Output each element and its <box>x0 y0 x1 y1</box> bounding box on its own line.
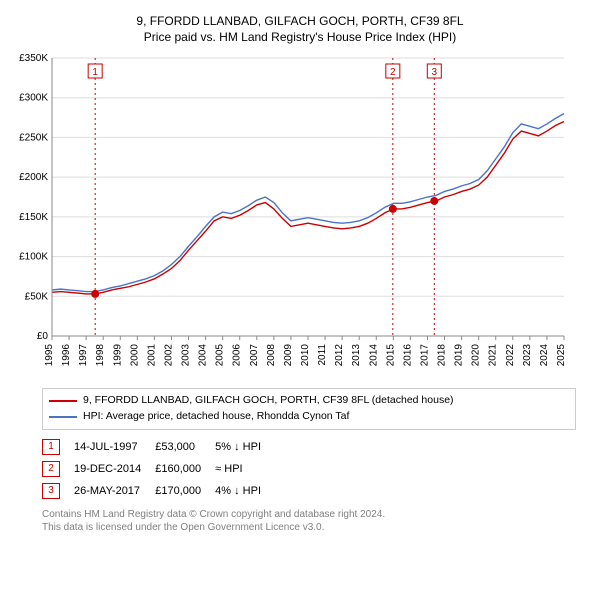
footer-line: This data is licensed under the Open Gov… <box>42 521 576 535</box>
svg-text:2003: 2003 <box>181 344 192 367</box>
svg-text:1: 1 <box>92 67 98 78</box>
svg-text:£300K: £300K <box>19 93 48 104</box>
svg-text:2006: 2006 <box>232 344 243 367</box>
footer-line: Contains HM Land Registry data © Crown c… <box>42 508 576 522</box>
svg-text:2001: 2001 <box>146 344 157 367</box>
svg-text:2004: 2004 <box>198 344 209 367</box>
tx-delta: 5% ↓ HPI <box>215 436 275 458</box>
svg-text:£200K: £200K <box>19 172 48 183</box>
tx-date: 14-JUL-1997 <box>74 436 155 458</box>
svg-text:2002: 2002 <box>163 344 174 367</box>
svg-text:£100K: £100K <box>19 252 48 263</box>
legend-label: 9, FFORDD LLANBAD, GILFACH GOCH, PORTH, … <box>83 393 454 409</box>
legend-swatch <box>49 400 77 402</box>
chart-title: 9, FFORDD LLANBAD, GILFACH GOCH, PORTH, … <box>12 14 588 28</box>
svg-text:2024: 2024 <box>539 344 550 367</box>
svg-text:2017: 2017 <box>419 344 430 367</box>
legend-item: 9, FFORDD LLANBAD, GILFACH GOCH, PORTH, … <box>49 393 569 409</box>
chart-legend: 9, FFORDD LLANBAD, GILFACH GOCH, PORTH, … <box>42 388 576 430</box>
table-row: 1 14-JUL-1997£53,0005% ↓ HPI <box>42 436 275 458</box>
marker-badge: 1 <box>42 439 60 455</box>
svg-text:£350K: £350K <box>19 53 48 64</box>
marker-badge: 2 <box>42 461 60 477</box>
svg-text:1995: 1995 <box>44 344 55 367</box>
svg-text:2019: 2019 <box>454 344 465 367</box>
svg-text:2009: 2009 <box>283 344 294 367</box>
svg-text:2011: 2011 <box>317 344 328 366</box>
legend-item: HPI: Average price, detached house, Rhon… <box>49 409 569 425</box>
tx-price: £170,000 <box>155 480 215 502</box>
tx-delta: 4% ↓ HPI <box>215 480 275 502</box>
attribution-footer: Contains HM Land Registry data © Crown c… <box>42 508 576 535</box>
tx-price: £160,000 <box>155 458 215 480</box>
svg-text:£0: £0 <box>37 331 49 342</box>
svg-text:2013: 2013 <box>351 344 362 367</box>
tx-delta: ≈ HPI <box>215 458 275 480</box>
legend-swatch <box>49 416 77 418</box>
svg-text:2008: 2008 <box>266 344 277 367</box>
svg-text:1999: 1999 <box>112 344 123 367</box>
svg-text:2025: 2025 <box>556 344 567 367</box>
svg-text:2021: 2021 <box>488 344 499 367</box>
svg-text:2023: 2023 <box>522 344 533 367</box>
legend-label: HPI: Average price, detached house, Rhon… <box>83 409 349 425</box>
svg-text:2007: 2007 <box>249 344 260 367</box>
svg-text:2016: 2016 <box>402 344 413 367</box>
marker-badge: 3 <box>42 483 60 499</box>
svg-text:2014: 2014 <box>368 344 379 367</box>
svg-text:2020: 2020 <box>471 344 482 367</box>
chart-subtitle: Price paid vs. HM Land Registry's House … <box>12 30 588 44</box>
svg-text:1997: 1997 <box>78 344 89 367</box>
svg-text:2012: 2012 <box>334 344 345 367</box>
svg-text:£50K: £50K <box>25 291 49 302</box>
svg-text:£150K: £150K <box>19 212 48 223</box>
svg-text:£250K: £250K <box>19 132 48 143</box>
table-row: 2 19-DEC-2014£160,000≈ HPI <box>42 458 275 480</box>
tx-price: £53,000 <box>155 436 215 458</box>
svg-text:2018: 2018 <box>437 344 448 367</box>
table-row: 3 26-MAY-2017£170,0004% ↓ HPI <box>42 480 275 502</box>
tx-date: 26-MAY-2017 <box>74 480 155 502</box>
price-chart: £0 £50K £100K £150K £200K £250K £300K £350K 1995… <box>12 52 572 382</box>
svg-text:3: 3 <box>432 67 438 78</box>
svg-text:1996: 1996 <box>61 344 72 367</box>
svg-text:2005: 2005 <box>215 344 226 367</box>
tx-date: 19-DEC-2014 <box>74 458 155 480</box>
transactions-table: 1 14-JUL-1997£53,0005% ↓ HPI 2 19-DEC-2014£… <box>42 436 275 502</box>
svg-text:2022: 2022 <box>505 344 516 367</box>
svg-text:2000: 2000 <box>129 344 140 367</box>
svg-text:1998: 1998 <box>95 344 106 367</box>
svg-text:2010: 2010 <box>300 344 311 367</box>
svg-text:2015: 2015 <box>385 344 396 367</box>
svg-text:2: 2 <box>390 67 396 78</box>
